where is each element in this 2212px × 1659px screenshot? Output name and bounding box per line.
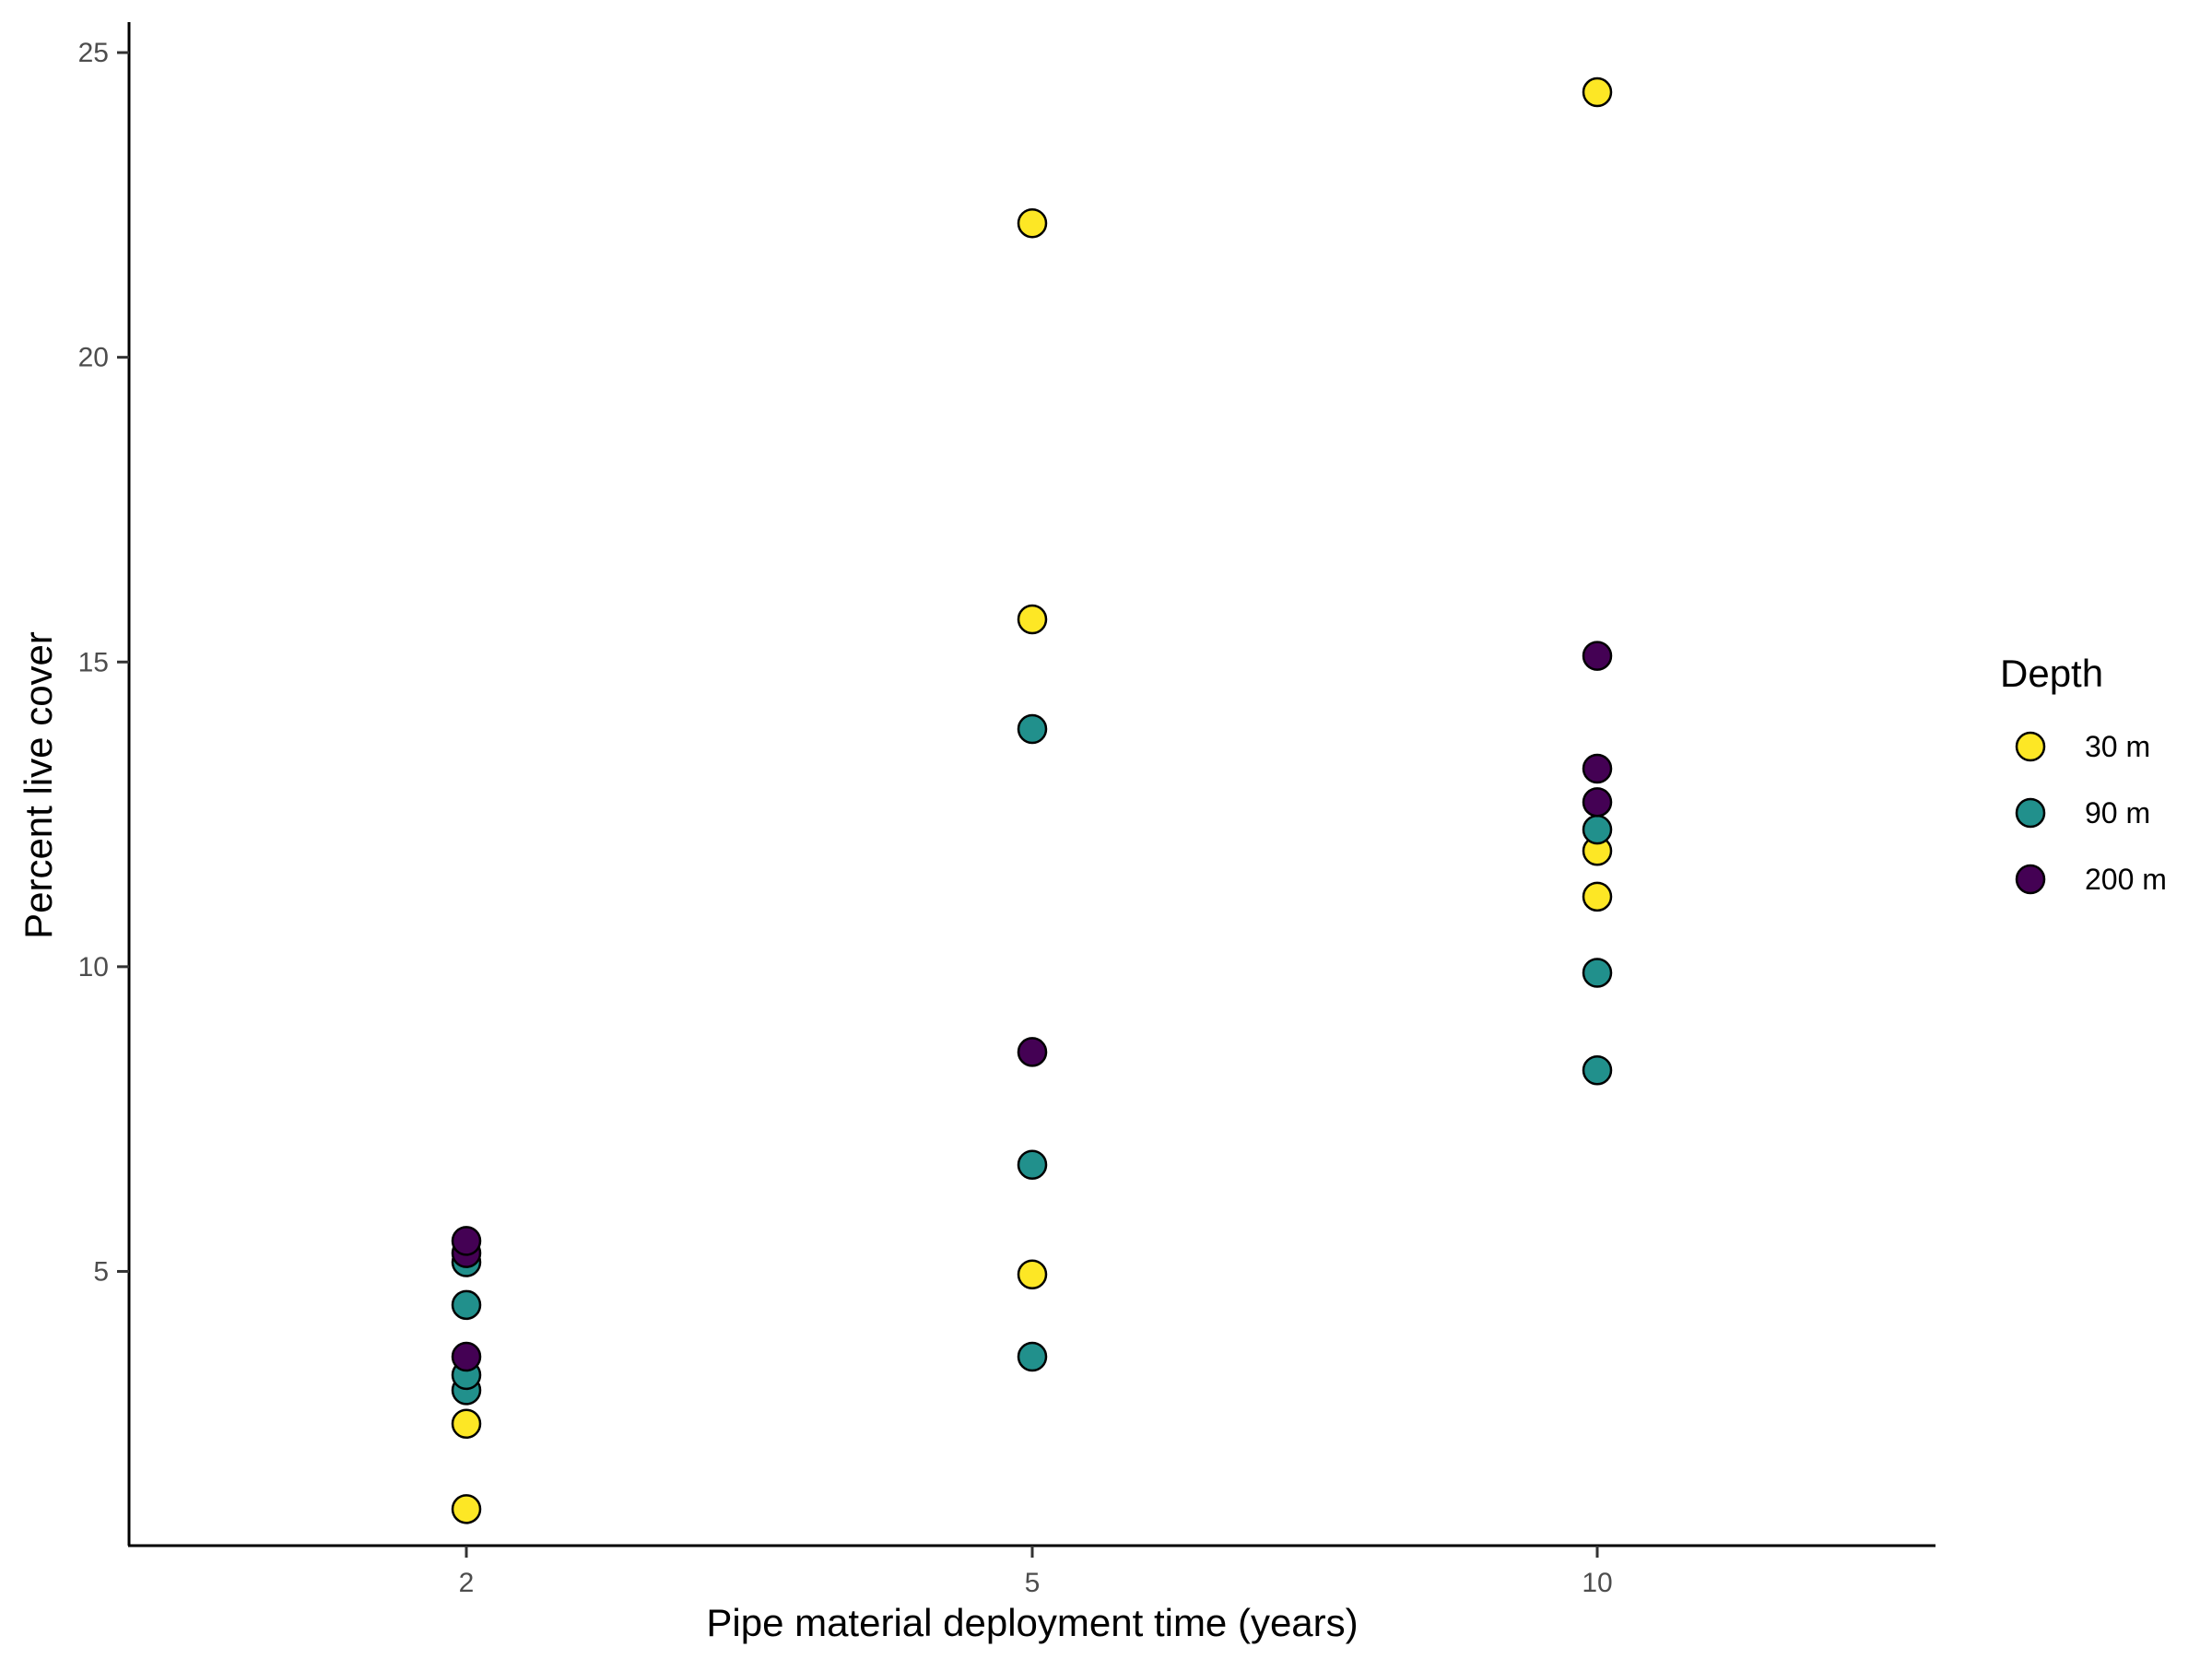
y-tick-label: 20: [78, 343, 109, 373]
point-200m-x10: [1582, 641, 1613, 671]
point-90m-x10: [1582, 1055, 1613, 1086]
point-200m-x2: [451, 1226, 482, 1256]
point-200m-x5: [1017, 1037, 1048, 1067]
legend-title: Depth: [2000, 652, 2103, 695]
y-axis-ticks: 5 10 15 20 25: [78, 38, 129, 1287]
point-200m-x2: [451, 1341, 482, 1372]
y-axis-title: Percent live cover: [17, 631, 60, 939]
point-90m-x5: [1017, 713, 1048, 745]
x-tick-label: 5: [1025, 1568, 1041, 1598]
point-30m-x2: [451, 1408, 482, 1440]
x-axis-title: Pipe material deployment time (years): [706, 1601, 1358, 1644]
points-layer: [451, 76, 1613, 1524]
y-tick-label: 25: [78, 38, 109, 68]
legend-key-200m: [2015, 864, 2046, 895]
y-tick-label: 10: [78, 952, 109, 982]
point-90m-x10: [1582, 958, 1613, 988]
point-30m-x5: [1017, 207, 1048, 239]
point-30m-x10: [1582, 76, 1613, 108]
point-30m-x5: [1017, 604, 1048, 635]
legend-label: 200 m: [2085, 863, 2167, 896]
point-30m-x5: [1017, 1259, 1048, 1290]
legend-key-30m: [2015, 731, 2046, 762]
legend-entries: 30 m 90 m 200 m: [2015, 730, 2167, 896]
y-tick-label: 15: [78, 647, 109, 677]
point-200m-x10: [1582, 753, 1613, 784]
x-tick-label: 10: [1582, 1568, 1612, 1598]
point-90m-x2: [451, 1289, 482, 1321]
point-90m-x5: [1017, 1341, 1048, 1372]
legend: Depth 30 m 90 m 200 m: [2000, 652, 2167, 896]
point-30m-x2: [451, 1494, 482, 1524]
x-axis-ticks: 2 5 10: [459, 1546, 1613, 1598]
x-tick-label: 2: [459, 1568, 475, 1598]
point-90m-x5: [1017, 1149, 1048, 1180]
legend-key-90m: [2015, 797, 2046, 829]
y-tick-label: 5: [93, 1256, 109, 1287]
legend-label: 30 m: [2085, 730, 2150, 763]
point-200m-x10: [1582, 787, 1613, 818]
legend-label: 90 m: [2085, 796, 2150, 830]
point-90m-x10: [1582, 814, 1613, 845]
point-30m-x10: [1582, 881, 1613, 912]
